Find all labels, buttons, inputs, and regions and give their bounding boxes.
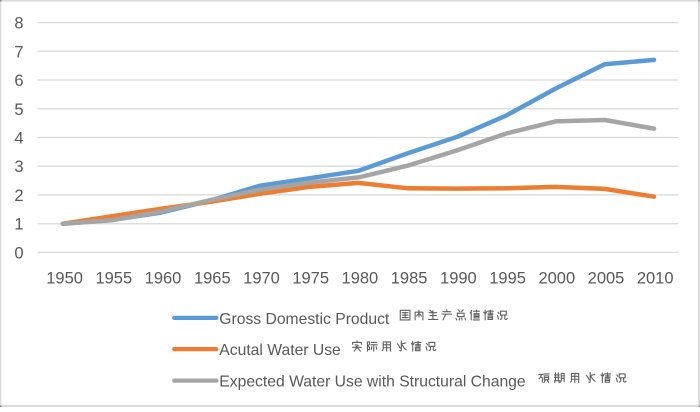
svg-text:7: 7 [14, 43, 23, 61]
svg-text:2: 2 [14, 187, 23, 205]
svg-text:1960: 1960 [145, 269, 182, 287]
svg-text:2010: 2010 [637, 269, 674, 287]
svg-text:Expected Water Use with Struct: Expected Water Use with Structural Chang… [219, 374, 526, 391]
svg-text:1: 1 [14, 216, 23, 234]
svg-text:2005: 2005 [588, 269, 625, 287]
svg-text:Acutal Water Use: Acutal Water Use [219, 342, 341, 359]
svg-text:1955: 1955 [95, 269, 132, 287]
svg-text:1980: 1980 [342, 269, 379, 287]
svg-text:1970: 1970 [243, 269, 280, 287]
svg-text:1990: 1990 [440, 269, 477, 287]
svg-text:1950: 1950 [46, 269, 83, 287]
svg-text:Gross Domestic Product: Gross Domestic Product [219, 311, 390, 328]
svg-text:1985: 1985 [391, 269, 428, 287]
svg-text:4: 4 [14, 130, 23, 148]
svg-text:0: 0 [14, 244, 23, 262]
svg-text:6: 6 [14, 72, 23, 90]
svg-text:8: 8 [14, 15, 23, 33]
svg-text:2000: 2000 [538, 269, 575, 287]
svg-text:1965: 1965 [194, 269, 231, 287]
svg-text:5: 5 [14, 101, 23, 119]
svg-text:1995: 1995 [489, 269, 526, 287]
svg-text:1975: 1975 [292, 269, 329, 287]
svg-text:3: 3 [14, 158, 23, 176]
